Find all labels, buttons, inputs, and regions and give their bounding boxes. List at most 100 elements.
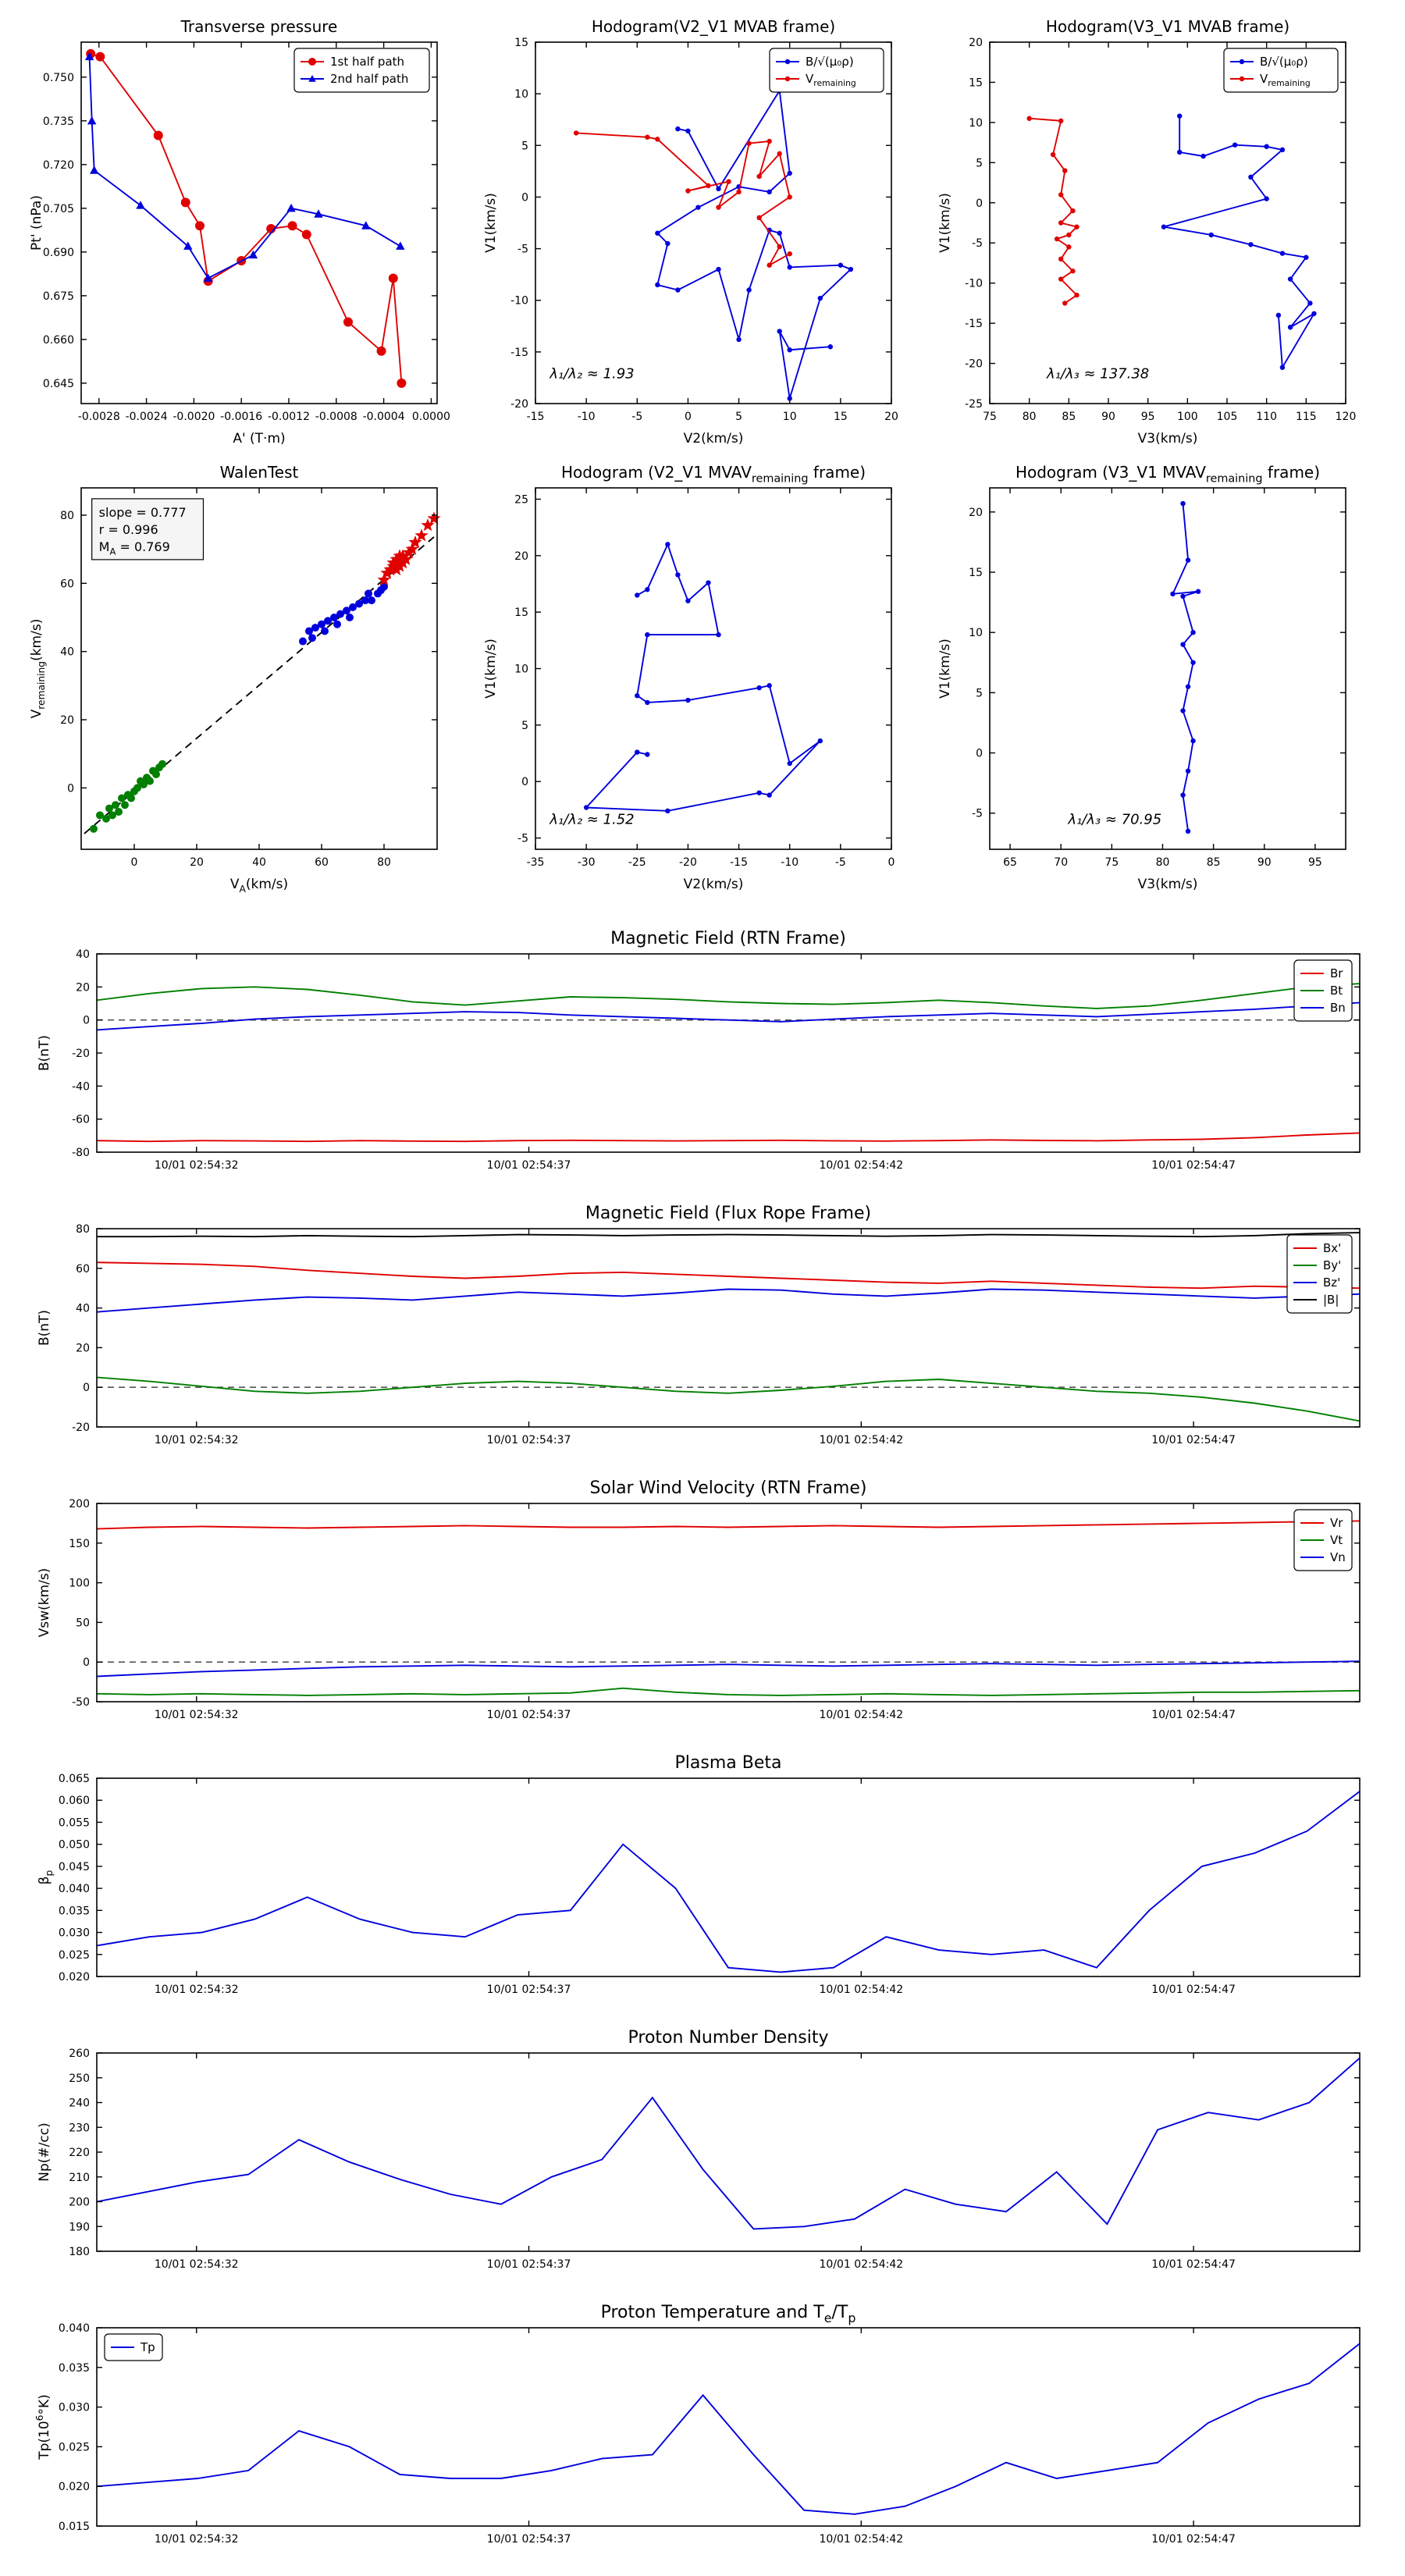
subplot-row-2: WalenTest 0 20 40 60 80 0 20 40 60 80 VA(km/s) Vrema… bbox=[0, 457, 1405, 899]
chart-title: Hodogram(V2_V1 MVAB frame) bbox=[592, 17, 835, 36]
x-tick-label: 120 bbox=[1336, 411, 1357, 423]
series-|B| bbox=[97, 1232, 1361, 1238]
x-tick-label: 75 bbox=[983, 411, 997, 423]
chart-title: Proton Number Density bbox=[628, 2028, 829, 2048]
y-tick-label: 5 bbox=[521, 720, 528, 732]
stats-line: slope = 0.777 bbox=[99, 505, 187, 520]
chart-svg: Transverse pressure -0.0028 -0.0024 -0.0020… bbox=[23, 11, 450, 454]
y-tick-label: -25 bbox=[965, 398, 983, 411]
chart-title: Magnetic Field (Flux Rope Frame) bbox=[585, 1204, 871, 1223]
y-axis-label: B(nT) bbox=[37, 1310, 52, 1346]
y-tick-label: 220 bbox=[69, 2147, 90, 2159]
x-tick-label: 10/01 02:54:42 bbox=[819, 2533, 903, 2546]
legend-label: Bt bbox=[1330, 984, 1343, 998]
y-tick-label: 0 bbox=[83, 1656, 90, 1669]
y-tick-label: 0.050 bbox=[59, 1839, 90, 1852]
axes-frame bbox=[80, 41, 438, 404]
axes-frame bbox=[96, 1503, 1361, 1703]
y-tick-label: 15 bbox=[969, 567, 983, 579]
series-By' bbox=[96, 1376, 1361, 1422]
y-tick-label: 5 bbox=[521, 140, 528, 152]
y-tick-label: 10 bbox=[969, 627, 983, 639]
x-tick-label: -25 bbox=[628, 856, 646, 869]
x-tick-label: 10/01 02:54:47 bbox=[1151, 1984, 1236, 1996]
x-tick-label: 75 bbox=[1104, 856, 1119, 869]
y-tick-label: 0.030 bbox=[59, 2402, 90, 2414]
series-Bz' bbox=[96, 1288, 1361, 1313]
x-tick-label: 110 bbox=[1256, 411, 1277, 423]
x-tick-label: -0.0004 bbox=[363, 411, 405, 423]
y-tick-label: 0.660 bbox=[43, 334, 74, 347]
series-1st half path bbox=[90, 52, 403, 383]
x-axis-label: V3(km/s) bbox=[1138, 431, 1198, 447]
axes-frame bbox=[535, 41, 892, 404]
x-tick-label: 105 bbox=[1217, 411, 1238, 423]
x-tick-label: -5 bbox=[835, 856, 846, 869]
y-tick-label: 0 bbox=[521, 776, 528, 788]
markers-Vremaining bbox=[1026, 116, 1080, 306]
y-axis-label: V1(km/s) bbox=[937, 193, 953, 253]
chart-title: Hodogram (V2_V1 MVAVremaining frame) bbox=[561, 463, 866, 486]
stats-textbox: slope = 0.777 r = 0.996 MA = 0.769 bbox=[91, 498, 205, 560]
series-Tp bbox=[96, 2343, 1361, 2515]
y-tick-label: 0.735 bbox=[43, 116, 74, 128]
y-tick-label: 10 bbox=[514, 88, 528, 101]
series-Bx' bbox=[96, 1261, 1361, 1290]
chart-svg: Hodogram (V3_V1 MVAVremaining frame) 65 70… bbox=[932, 457, 1358, 899]
x-tick-label: -15 bbox=[730, 856, 748, 869]
y-tick-label: 0.750 bbox=[43, 72, 74, 84]
y-tick-label: 20 bbox=[969, 37, 983, 49]
plot-hodogram-v2v1-mvab: Hodogram(V2_V1 MVAB frame) -15 -10 -5 0 5 10 15… bbox=[478, 11, 904, 454]
legend-label: Vn bbox=[1330, 1550, 1346, 1564]
series-Vr bbox=[96, 1520, 1361, 1530]
legend-label: Tp bbox=[140, 2340, 155, 2354]
series-Br bbox=[96, 1132, 1361, 1143]
y-tick-label: 0.040 bbox=[59, 2322, 90, 2335]
plot-plasma-beta: Plasma Beta 10/01 02:54:32 10/01 02:54:37 1… bbox=[31, 1750, 1374, 2008]
legend-label: 2nd half path bbox=[330, 72, 408, 86]
chart-title: Magnetic Field (RTN Frame) bbox=[610, 929, 846, 948]
x-tick-label: 80 bbox=[1156, 856, 1170, 869]
chart-svg: Solar Wind Velocity (RTN Frame) 10/01 02:… bbox=[31, 1475, 1374, 1733]
x-tick-label: -15 bbox=[527, 411, 545, 423]
stats-line: MA = 0.769 bbox=[99, 539, 170, 557]
y-tick-label: 5 bbox=[976, 687, 983, 699]
x-axis-label: A' (T·m) bbox=[233, 431, 285, 447]
y-tick-label: 0.030 bbox=[59, 1927, 90, 1940]
y-tick-label: 0.705 bbox=[43, 203, 74, 215]
x-tick-label: 10/01 02:54:37 bbox=[487, 1159, 571, 1172]
y-tick-label: 0 bbox=[83, 1015, 90, 1027]
chart-title: Hodogram(V3_V1 MVAB frame) bbox=[1046, 17, 1289, 36]
chart-svg: Hodogram(V3_V1 MVAB frame)75 80 85 90 95 100 1… bbox=[932, 11, 1358, 454]
axes-frame bbox=[96, 1777, 1361, 1977]
y-tick-label: 5 bbox=[976, 157, 983, 169]
axes-frame bbox=[96, 2327, 1361, 2527]
x-axis-label: V3(km/s) bbox=[1138, 877, 1198, 892]
y-tick-label: 60 bbox=[76, 1263, 90, 1276]
y-tick-label: 200 bbox=[69, 1498, 90, 1510]
y-tick-label: 50 bbox=[76, 1617, 90, 1629]
y-tick-label: 10 bbox=[969, 117, 983, 130]
series-Bn bbox=[96, 1002, 1361, 1031]
x-tick-label: -0.0024 bbox=[126, 411, 168, 423]
chart-svg: Hodogram (V2_V1 MVAVremaining frame) -35 -… bbox=[478, 457, 904, 899]
x-tick-label: 20 bbox=[190, 856, 204, 869]
legend-label: B/√(μ₀ρ) bbox=[806, 55, 854, 69]
y-tick-label: 0.045 bbox=[59, 1861, 90, 1873]
y-tick-label: 15 bbox=[514, 37, 528, 49]
y-axis-label: Vsw(km/s) bbox=[37, 1568, 52, 1638]
y-tick-label: 40 bbox=[76, 948, 90, 961]
y-tick-label: -10 bbox=[510, 295, 528, 308]
x-tick-label: 10/01 02:54:37 bbox=[487, 1434, 571, 1446]
chart-svg: Proton Temperature and Te/Tp 10/01 02:54:… bbox=[31, 2300, 1374, 2557]
chart-svg: Proton Number Density 10/01 02:54:32 10/01… bbox=[31, 2025, 1374, 2282]
x-tick-label: 10/01 02:54:47 bbox=[1151, 2533, 1236, 2546]
legend-label: 1st half path bbox=[330, 55, 404, 69]
x-tick-label: 10/01 02:54:37 bbox=[487, 2533, 571, 2546]
y-tick-label: 40 bbox=[76, 1303, 90, 1315]
y-tick-label: 0 bbox=[521, 191, 528, 204]
x-tick-label: 0 bbox=[131, 856, 138, 869]
y-tick-label: 180 bbox=[69, 2246, 90, 2258]
annotation: λ₁/λ₃ ≈ 137.38 bbox=[1046, 366, 1149, 382]
y-axis-label: V1(km/s) bbox=[483, 639, 499, 699]
